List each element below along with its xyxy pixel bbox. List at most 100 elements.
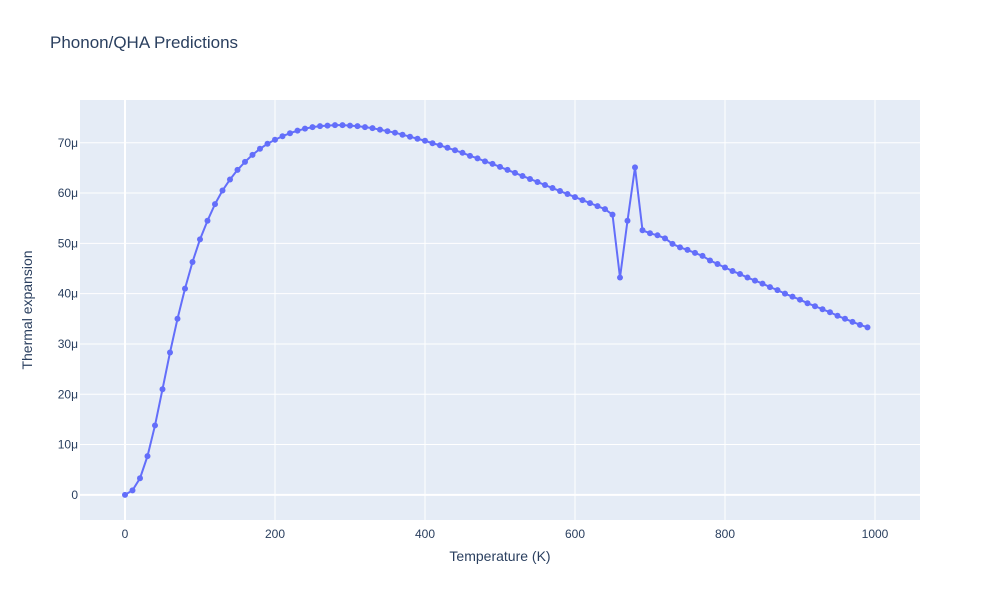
data-point[interactable]: [227, 176, 233, 183]
data-point[interactable]: [774, 287, 781, 294]
data-point[interactable]: [654, 232, 661, 239]
data-point[interactable]: [287, 130, 293, 137]
data-point[interactable]: [159, 386, 166, 393]
data-point[interactable]: [452, 147, 458, 154]
data-point[interactable]: [849, 318, 856, 325]
data-point[interactable]: [714, 260, 721, 267]
data-point[interactable]: [542, 182, 548, 189]
data-point[interactable]: [189, 258, 196, 265]
data-point[interactable]: [174, 315, 181, 322]
data-point[interactable]: [384, 128, 391, 135]
data-point[interactable]: [744, 274, 751, 281]
data-point[interactable]: [429, 140, 436, 147]
data-point[interactable]: [354, 123, 361, 130]
data-point[interactable]: [534, 178, 541, 185]
data-point[interactable]: [789, 293, 796, 300]
data-point[interactable]: [782, 290, 788, 297]
data-point[interactable]: [482, 158, 488, 165]
data-point[interactable]: [392, 129, 398, 136]
data-point[interactable]: [122, 491, 128, 498]
data-point[interactable]: [167, 349, 173, 356]
data-point[interactable]: [309, 124, 316, 131]
data-point[interactable]: [399, 131, 406, 138]
data-point[interactable]: [827, 309, 833, 316]
data-point[interactable]: [249, 151, 256, 158]
data-point[interactable]: [527, 175, 533, 182]
data-point[interactable]: [864, 324, 871, 331]
data-point[interactable]: [294, 127, 301, 134]
data-point[interactable]: [572, 194, 578, 201]
data-point[interactable]: [639, 227, 646, 234]
data-point[interactable]: [594, 203, 601, 210]
data-point[interactable]: [152, 422, 158, 429]
data-point[interactable]: [519, 172, 526, 179]
data-point[interactable]: [684, 246, 691, 253]
data-point[interactable]: [699, 252, 706, 259]
data-point[interactable]: [459, 149, 466, 156]
data-point[interactable]: [624, 217, 631, 224]
data-point[interactable]: [242, 158, 248, 165]
data-point[interactable]: [564, 191, 571, 198]
data-point[interactable]: [504, 166, 511, 173]
data-point[interactable]: [677, 244, 683, 251]
data-point[interactable]: [257, 145, 263, 152]
data-point[interactable]: [587, 200, 593, 207]
data-point[interactable]: [302, 125, 308, 132]
data-point[interactable]: [272, 136, 278, 143]
data-point[interactable]: [647, 230, 653, 237]
data-point[interactable]: [317, 123, 323, 130]
data-point[interactable]: [129, 487, 136, 494]
data-point[interactable]: [812, 303, 818, 310]
data-point[interactable]: [422, 137, 428, 144]
data-point[interactable]: [842, 315, 848, 322]
data-point[interactable]: [332, 122, 338, 129]
data-point[interactable]: [722, 264, 728, 271]
data-point[interactable]: [324, 122, 331, 129]
data-point[interactable]: [819, 306, 826, 313]
data-point[interactable]: [767, 284, 773, 291]
data-point[interactable]: [347, 122, 353, 129]
data-point[interactable]: [369, 125, 376, 132]
data-point[interactable]: [707, 257, 713, 264]
data-point[interactable]: [497, 163, 503, 170]
data-point[interactable]: [692, 249, 698, 256]
data-point[interactable]: [834, 312, 841, 319]
data-point[interactable]: [362, 124, 368, 131]
data-point[interactable]: [512, 169, 518, 176]
data-point[interactable]: [279, 133, 286, 140]
data-point[interactable]: [632, 164, 638, 171]
data-point[interactable]: [609, 211, 616, 218]
data-point[interactable]: [264, 140, 271, 147]
data-point[interactable]: [339, 122, 346, 129]
data-point[interactable]: [729, 268, 736, 275]
data-point[interactable]: [234, 166, 241, 173]
data-point[interactable]: [144, 453, 151, 460]
data-point[interactable]: [617, 274, 623, 281]
data-point[interactable]: [489, 160, 496, 167]
data-point[interactable]: [602, 206, 608, 213]
data-point[interactable]: [212, 201, 218, 208]
data-point[interactable]: [219, 187, 226, 194]
data-point[interactable]: [804, 300, 811, 307]
data-point[interactable]: [737, 271, 743, 278]
data-point[interactable]: [579, 197, 586, 204]
data-point[interactable]: [752, 277, 758, 284]
data-point[interactable]: [407, 133, 413, 140]
data-point[interactable]: [437, 142, 443, 149]
data-point[interactable]: [414, 135, 421, 142]
data-point[interactable]: [444, 144, 451, 151]
data-point[interactable]: [797, 296, 803, 303]
data-point[interactable]: [669, 240, 676, 247]
data-point[interactable]: [204, 217, 211, 224]
data-point[interactable]: [557, 188, 563, 195]
data-point[interactable]: [137, 475, 143, 482]
data-point[interactable]: [662, 235, 668, 242]
data-point[interactable]: [549, 185, 556, 192]
data-point[interactable]: [467, 152, 473, 159]
data-point[interactable]: [377, 126, 383, 133]
data-point[interactable]: [857, 321, 863, 328]
data-point[interactable]: [759, 280, 766, 287]
data-point[interactable]: [474, 155, 481, 162]
data-point[interactable]: [182, 285, 188, 292]
data-point[interactable]: [197, 236, 203, 243]
